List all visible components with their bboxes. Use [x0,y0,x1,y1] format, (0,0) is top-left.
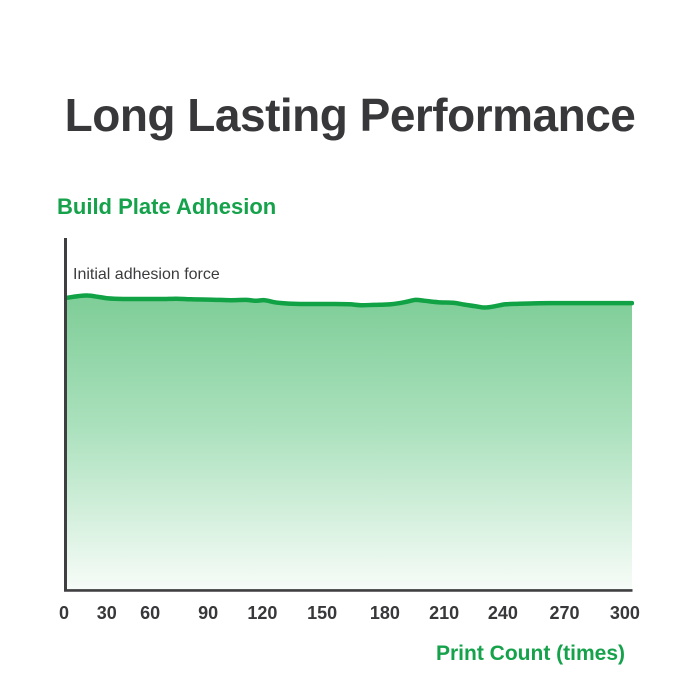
x-axis-label: Print Count (times) [436,642,625,665]
x-tick-label: 180 [369,603,400,623]
x-tick-label: 300 [609,603,640,623]
chart-subtitle: Build Plate Adhesion [57,194,277,219]
x-tick-label: 30 [96,603,117,623]
adhesion-force-line [64,293,634,310]
page-title: Long Lasting Performance [64,89,636,141]
area-chart [64,238,634,592]
x-tick-label: 270 [549,603,580,623]
x-tick-label: 0 [58,603,70,623]
x-tick-label: 90 [198,603,219,623]
x-axis-tick-labels: 0 30 60 90 120 150 180 210 240 270 300 [59,603,640,627]
annotation-initial-adhesion-force: Initial adhesion force [73,266,220,283]
x-tick-label: 150 [307,603,338,623]
area-fill [67,295,632,590]
x-tick-label: 120 [247,603,278,623]
x-tick-label: 210 [429,603,460,623]
x-tick-label: 240 [487,603,518,623]
x-tick-label: 60 [140,603,161,623]
